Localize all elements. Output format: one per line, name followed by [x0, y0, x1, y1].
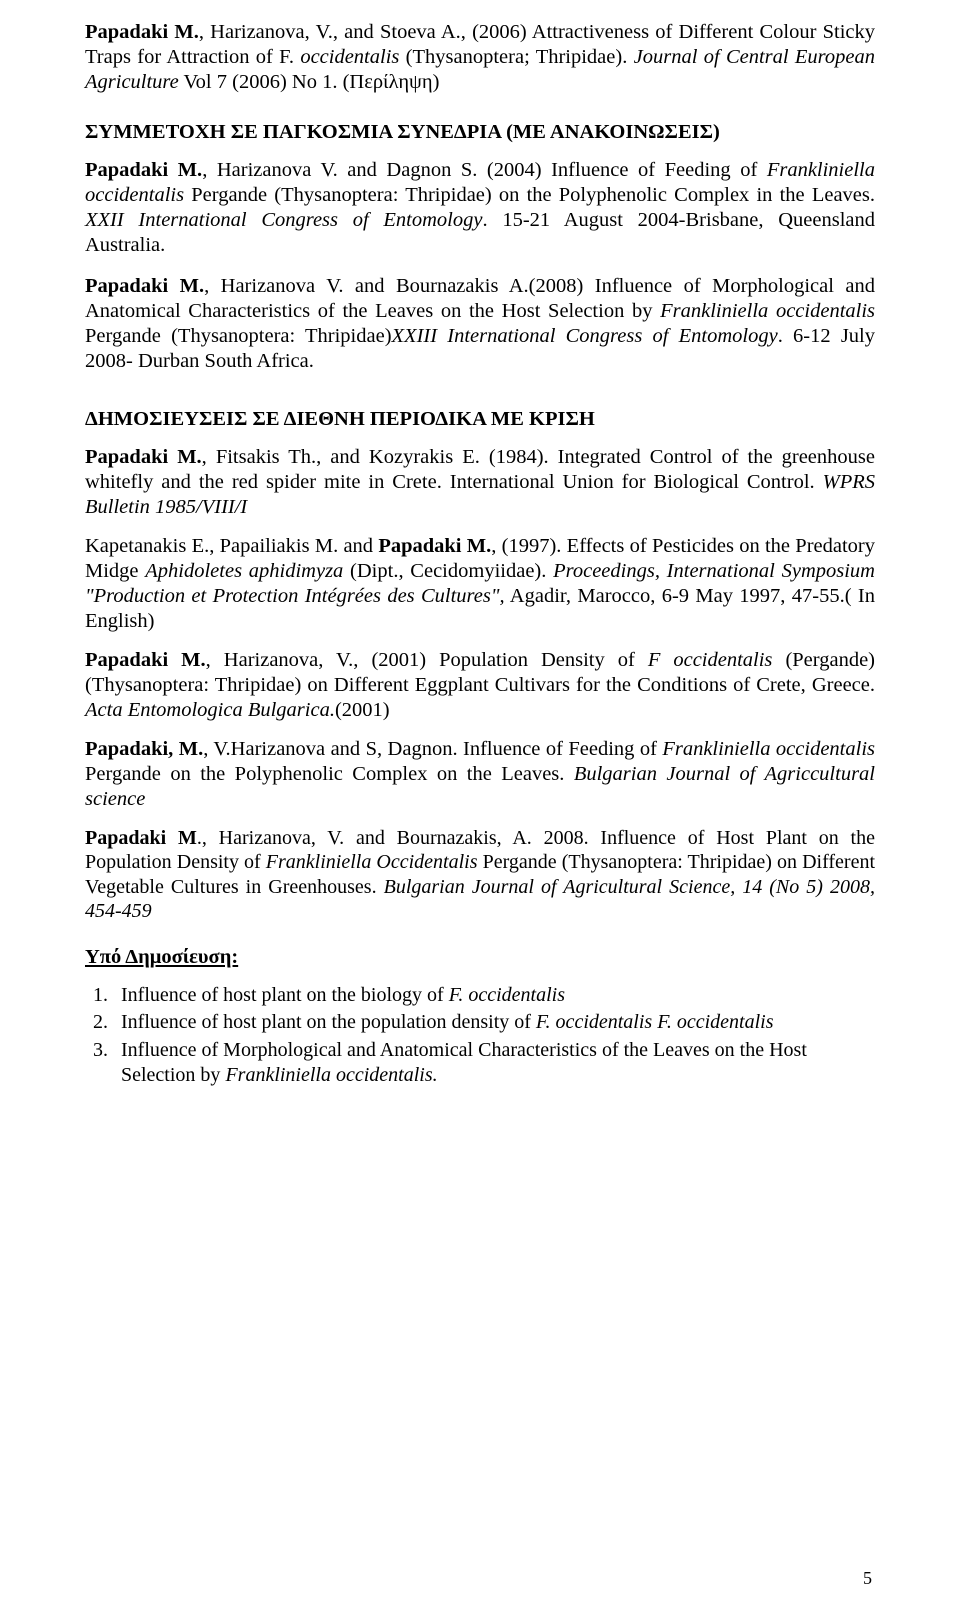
list-item: Influence of Morphological and Anatomica…	[113, 1038, 875, 1089]
list-item: Influence of host plant on the biology o…	[113, 983, 875, 1009]
italic: Frankliniella occidentalis.	[225, 1064, 437, 1086]
document-page: Papadaki M., Harizanova, V., and Stoeva …	[0, 0, 960, 1611]
paragraph-ref-5: Kapetanakis E., Papailiakis M. and Papad…	[85, 534, 875, 634]
text: Influence of host plant on the populatio…	[121, 1011, 536, 1033]
paragraph-ref-4: Papadaki M., Fitsakis Th., and Kozyrakis…	[85, 445, 875, 520]
text: (Thysanoptera; Thripidae).	[399, 46, 633, 68]
text: , V.Harizanova and S, Dagnon. Influence …	[203, 738, 662, 760]
author-bold: Papadaki M.	[85, 159, 202, 181]
publication-list: Influence of host plant on the biology o…	[85, 983, 875, 1089]
italic: Acta Entomologica Bulgarica.	[85, 699, 335, 721]
italic: occidentalis	[300, 46, 399, 68]
page-number: 5	[863, 1568, 872, 1589]
section-heading-under-publication: Υπό Δημοσίευση:	[85, 946, 875, 969]
text: Kapetanakis E., Papailiakis M. and	[85, 535, 378, 557]
author-bold: Papadaki M.	[85, 649, 206, 671]
author-bold: Papadaki M.	[85, 21, 199, 43]
italic: Frankliniella occidentalis	[660, 300, 875, 322]
text: Pergande on the Polyphenolic Complex on …	[85, 763, 574, 785]
italic: F. occidentalis F. occidentalis	[536, 1011, 774, 1033]
italic: XXIII International Congress of Entomolo…	[392, 325, 778, 347]
paragraph-ref-6: Papadaki M., Harizanova, V., (2001) Popu…	[85, 648, 875, 723]
paragraph-ref-8: Papadaki M., Harizanova, V. and Bournaza…	[85, 826, 875, 924]
text: Pergande (Thysanoptera: Thripidae)	[85, 325, 392, 347]
text: , Harizanova V. and Dagnon S. (2004) Inf…	[202, 159, 767, 181]
italic: Aphidoletes aphidimyza	[145, 560, 343, 582]
paragraph-ref-3: Papadaki M., Harizanova V. and Bournazak…	[85, 274, 875, 374]
list-item: Influence of host plant on the populatio…	[113, 1010, 875, 1036]
text: , Fitsakis Th., and Kozyrakis E. (1984).…	[85, 446, 875, 493]
paragraph-ref-7: Papadaki, M., V.Harizanova and S, Dagnon…	[85, 737, 875, 812]
text: (Dipt., Cecidomyiidae).	[343, 560, 553, 582]
section-heading-publications: ΔΗΜΟΣΙΕΥΣΕΙΣ ΣΕ ΔΙΕΘΝΗ ΠΕΡΙΟΔΙΚΑ ΜΕ ΚΡΙΣ…	[85, 408, 875, 431]
italic: F. occidentalis	[449, 984, 565, 1006]
text: Influence of Morphological and Anatomica…	[121, 1039, 807, 1087]
italic: Frankliniella occidentalis	[662, 738, 875, 760]
italic: Frankliniella Occidentalis	[266, 851, 483, 873]
text: (2001)	[335, 699, 390, 721]
text: Influence of host plant on the biology o…	[121, 984, 449, 1006]
author-bold: Papadaki, M.	[85, 738, 203, 760]
author-bold: Papadaki M.	[85, 275, 204, 297]
paragraph-ref-2: Papadaki M., Harizanova V. and Dagnon S.…	[85, 158, 875, 258]
author-bold: Papadaki M.	[378, 535, 491, 557]
text: Pergande (Thysanoptera: Thripidae) on th…	[191, 184, 875, 206]
author-bold: Papadaki M.	[85, 446, 202, 468]
author-bold: Papadaki M	[85, 827, 197, 849]
italic: F occidentalis	[648, 649, 786, 671]
text: Vol 7 (2006) No 1. (Περίληψη)	[179, 71, 440, 93]
text: , Harizanova, V., (2001) Population Dens…	[206, 649, 648, 671]
section-heading-conferences: ΣΥΜΜΕΤΟΧΗ ΣΕ ΠΑΓΚΟΣΜΙΑ ΣΥΝΕΔΡΙΑ (ΜΕ ΑΝΑΚ…	[85, 121, 875, 144]
paragraph-ref-1: Papadaki M., Harizanova, V., and Stoeva …	[85, 20, 875, 95]
italic: XXII International Congress of Entomolog…	[85, 209, 482, 231]
